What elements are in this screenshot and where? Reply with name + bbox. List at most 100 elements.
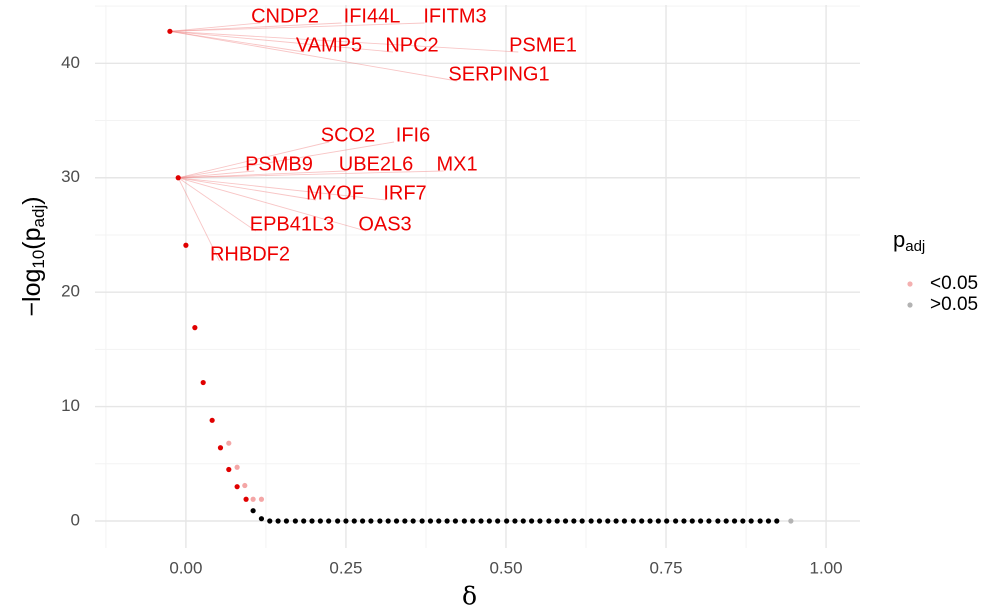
annotation: PSMB9 <box>245 153 313 175</box>
point <box>351 518 357 524</box>
point <box>520 518 526 524</box>
x-tick-label: 0.50 <box>489 558 522 577</box>
point <box>621 518 628 524</box>
annotation: CNDP2 <box>251 5 319 27</box>
annotation: VAMP5 <box>296 34 362 56</box>
annotation: RHBDF2 <box>210 243 290 265</box>
leader-line <box>169 30 305 53</box>
x-axis-title: δ <box>462 582 477 611</box>
point <box>444 518 450 524</box>
point <box>234 484 240 490</box>
annotation: MX1 <box>436 153 477 175</box>
point <box>655 518 661 524</box>
annotation: UBE2L6 <box>339 153 414 175</box>
point <box>740 518 746 524</box>
legend-swatch <box>907 302 913 308</box>
leader-line <box>178 170 346 179</box>
point <box>393 518 400 524</box>
point <box>697 518 704 524</box>
point <box>765 518 772 524</box>
legend-label: <0.05 <box>930 273 978 294</box>
x-tick-label: 0.75 <box>649 558 682 577</box>
point <box>757 518 763 524</box>
annotation: IRF7 <box>383 182 426 204</box>
annotation: EPB41L3 <box>250 213 335 235</box>
leader-line <box>178 170 255 179</box>
point <box>410 518 416 524</box>
legend-title-part: p <box>893 227 905 252</box>
point <box>292 518 298 524</box>
annotation: IFI44L <box>344 5 401 27</box>
point <box>673 518 679 524</box>
leader-line <box>178 177 387 201</box>
leader-line <box>169 22 261 32</box>
leader-line <box>169 22 342 32</box>
point <box>317 518 323 524</box>
point <box>630 518 636 524</box>
point <box>562 518 569 524</box>
point <box>571 518 577 524</box>
point <box>639 518 645 524</box>
annotation: SCO2 <box>321 124 375 146</box>
point <box>788 518 794 524</box>
annotation: PSME1 <box>509 34 577 56</box>
point <box>579 518 585 524</box>
y-axis-title-part: −log <box>18 269 46 317</box>
leader-line <box>169 22 425 32</box>
annotation: IFITM3 <box>423 5 486 27</box>
point <box>461 518 467 524</box>
leader-line <box>169 30 394 53</box>
annotation: SERPING1 <box>448 63 549 85</box>
y-axis-title-part: 10 <box>29 250 48 269</box>
point <box>715 518 721 524</box>
leader-line <box>169 30 458 82</box>
point <box>427 518 434 524</box>
point <box>647 518 653 524</box>
leader-line <box>178 141 330 179</box>
legend-label: >0.05 <box>930 294 978 315</box>
annotation: OAS3 <box>358 213 411 235</box>
point <box>183 242 189 248</box>
y-tick-label: 20 <box>61 282 80 301</box>
leader-line <box>169 30 519 53</box>
point <box>226 440 232 446</box>
point <box>283 518 290 524</box>
point <box>504 518 510 524</box>
point <box>309 518 315 524</box>
point <box>613 518 619 524</box>
legend-title: padj <box>893 227 925 255</box>
y-tick-label: 10 <box>61 396 80 415</box>
point <box>258 496 265 502</box>
point <box>234 464 240 470</box>
point <box>326 518 332 524</box>
point <box>748 518 754 524</box>
y-axis-title-part: ) <box>18 196 46 204</box>
y-tick-label: 0 <box>71 510 80 529</box>
point <box>301 518 307 524</box>
point <box>596 518 603 524</box>
point <box>723 518 729 524</box>
point <box>495 518 501 524</box>
leader-line <box>177 177 257 232</box>
point <box>242 482 248 489</box>
point <box>167 28 173 34</box>
point <box>200 379 206 386</box>
point <box>209 417 215 423</box>
point <box>217 445 224 451</box>
point <box>681 518 687 524</box>
y-tick-label: 40 <box>61 53 80 72</box>
point <box>664 518 670 524</box>
annotation: NPC2 <box>385 34 438 56</box>
point <box>258 516 265 522</box>
leader-line <box>178 141 395 179</box>
point <box>731 518 738 524</box>
point <box>436 518 442 524</box>
point <box>267 518 273 524</box>
point <box>706 518 712 524</box>
point <box>343 518 349 524</box>
point <box>512 518 518 524</box>
leader-line <box>178 177 367 232</box>
annotation: MYOF <box>306 182 364 204</box>
leader-line <box>178 177 317 201</box>
point <box>175 175 181 181</box>
